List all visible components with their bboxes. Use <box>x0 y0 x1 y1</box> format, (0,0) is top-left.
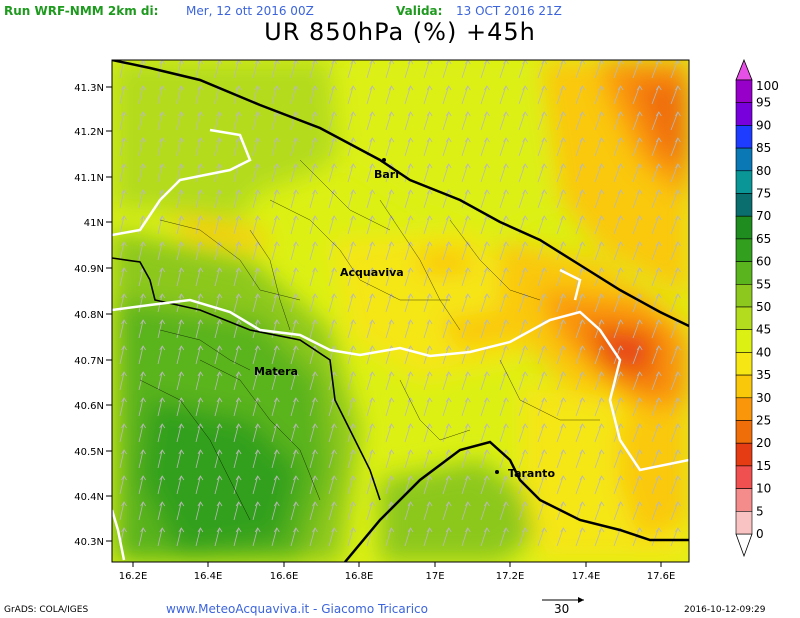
timestamp: 2016-10-12-09:29 <box>684 605 766 615</box>
lat-label: 40.9N <box>74 264 104 275</box>
colorbar-swatch <box>735 329 753 353</box>
run-date: Mer, 12 ott 2016 00Z <box>186 4 314 18</box>
lon-label: 16.4E <box>194 571 223 582</box>
colorbar-level: 10 <box>756 482 771 496</box>
colorbar-swatch <box>735 374 753 399</box>
colorbar-level: 45 <box>756 323 771 337</box>
colorbar-swatch <box>735 510 753 535</box>
lon-label: 17E <box>425 571 444 582</box>
wind-scale-arrow <box>542 597 584 603</box>
colorbar-level: 40 <box>756 345 771 359</box>
lon-label: 16.2E <box>119 571 148 582</box>
colorbar-level: 25 <box>756 414 771 428</box>
lat-label: 41.1N <box>74 173 104 184</box>
city-label-matera: Matera <box>254 365 298 378</box>
colorbar-level: 20 <box>756 436 771 450</box>
colorbar-swatch <box>735 465 753 489</box>
colorbar-swatch <box>735 442 753 467</box>
colorbar-swatch <box>735 102 753 126</box>
city-label-acquaviva: Acquaviva <box>340 266 404 279</box>
colorbar-swatch <box>735 193 753 217</box>
colorbar-swatch <box>735 79 753 104</box>
lon-label: 16.8E <box>345 571 374 582</box>
lat-label: 40.5N <box>74 447 104 458</box>
colorbar-swatch <box>735 125 753 149</box>
colorbar-level: 0 <box>756 527 764 541</box>
municipal-borders <box>139 159 600 521</box>
colorbar: 1009590858075706560555045403530252015105… <box>735 58 779 558</box>
colorbar-level: 65 <box>756 232 771 246</box>
colorbar-level: 75 <box>756 187 771 201</box>
colorbar-swatch <box>735 397 753 421</box>
map-frame <box>111 59 690 563</box>
valid-label: Valida: <box>396 4 443 18</box>
lat-label: 41.3N <box>74 83 104 94</box>
colorbar-swatch <box>735 283 753 308</box>
colorbar-level: 85 <box>756 141 771 155</box>
colorbar-level: 90 <box>756 118 771 132</box>
wind-scale-label: 30 <box>554 602 570 616</box>
run-label: Run WRF-NMM 2km di: <box>4 4 159 18</box>
grads-credit: GrADS: COLA/IGES <box>4 605 89 615</box>
wind-vectors <box>119 60 681 547</box>
colorbar-swatch <box>735 306 753 331</box>
colorbar-level: 80 <box>756 164 771 178</box>
lat-label: 40.8N <box>74 310 104 321</box>
colorbar-bottom-arrow <box>735 533 753 558</box>
lon-label: 17.2E <box>496 571 525 582</box>
city-marker <box>382 158 386 162</box>
lon-label: 17.4E <box>572 571 601 582</box>
colorbar-swatch <box>735 352 753 376</box>
site-credit: www.MeteoAcquaviva.it - Giacomo Tricaric… <box>166 602 428 616</box>
colorbar-swatch <box>735 488 753 512</box>
lat-label: 40.6N <box>74 401 104 412</box>
colorbar-level: 15 <box>756 459 771 473</box>
lat-label: 40.3N <box>74 537 104 548</box>
colorbar-level: 60 <box>756 255 771 269</box>
coastline <box>112 60 689 562</box>
region-border <box>112 128 689 561</box>
colorbar-level: 30 <box>756 391 771 405</box>
city-label-bari: Bari <box>374 168 399 181</box>
city-marker <box>495 470 499 474</box>
colorbar-level: 55 <box>756 277 771 291</box>
colorbar-swatch <box>735 170 753 194</box>
colorbar-level: 70 <box>756 209 771 223</box>
lon-label: 16.6E <box>270 571 299 582</box>
colorbar-swatch <box>735 238 753 262</box>
lat-label: 41N <box>84 218 104 229</box>
colorbar-level: 100 <box>756 79 779 93</box>
lat-axis <box>106 86 112 542</box>
colorbar-swatch <box>735 420 753 444</box>
colorbar-level: 35 <box>756 368 771 382</box>
valid-date: 13 OCT 2016 21Z <box>456 4 562 18</box>
lat-label: 40.7N <box>74 356 104 367</box>
colorbar-level: 5 <box>756 504 764 518</box>
lat-label: 40.4N <box>74 492 104 503</box>
lon-label: 17.6E <box>647 571 676 582</box>
lon-axis <box>132 562 662 567</box>
colorbar-swatch <box>735 147 753 172</box>
map-title: UR 850hPa (%) +45h <box>264 18 536 46</box>
colorbar-swatch <box>735 261 753 285</box>
lat-label: 41.2N <box>74 127 104 138</box>
city-label-taranto: Taranto <box>508 467 555 480</box>
colorbar-top-arrow <box>735 58 753 81</box>
humidity-field <box>112 60 689 562</box>
colorbar-level: 95 <box>756 96 771 110</box>
colorbar-level: 50 <box>756 300 771 314</box>
colorbar-swatch <box>735 215 753 240</box>
